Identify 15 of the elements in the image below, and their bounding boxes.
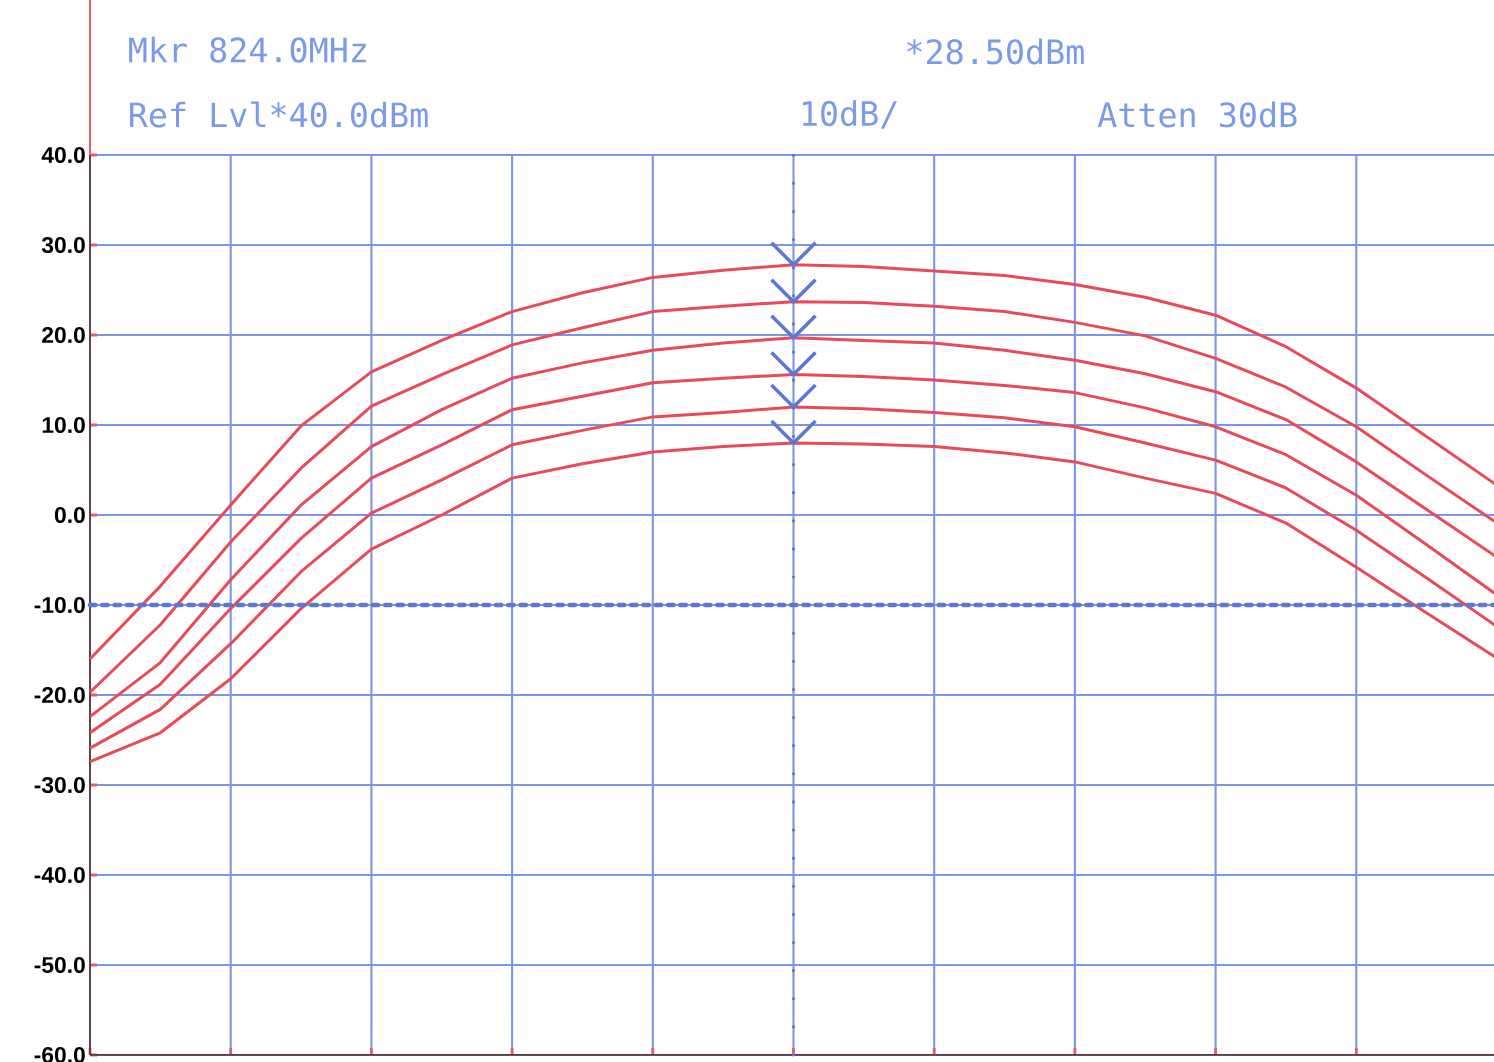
y-tick-label: -40.0	[34, 866, 85, 884]
text: *28.50dBm	[907, 38, 1084, 65]
y-tick-label: 20.0	[42, 326, 85, 344]
y-tick-label: -10.0	[34, 596, 85, 614]
y-tick-label: 0.0	[54, 506, 85, 524]
y-tick-label: 30.0	[41, 236, 85, 254]
text: 10dB/	[802, 100, 897, 129]
y-tick-label: -50.0	[34, 956, 85, 974]
y-tick-label: 10.0	[42, 416, 85, 434]
y-tick-label: -30.0	[34, 776, 85, 794]
text: Ref Lvl*40.0dBm	[130, 101, 428, 128]
text: Mkr 824.0MHz	[129, 36, 366, 63]
y-tick-label: 40.0	[41, 146, 85, 164]
text: Atten 30dB	[1097, 101, 1297, 128]
y-tick-label: -20.0	[34, 686, 85, 704]
